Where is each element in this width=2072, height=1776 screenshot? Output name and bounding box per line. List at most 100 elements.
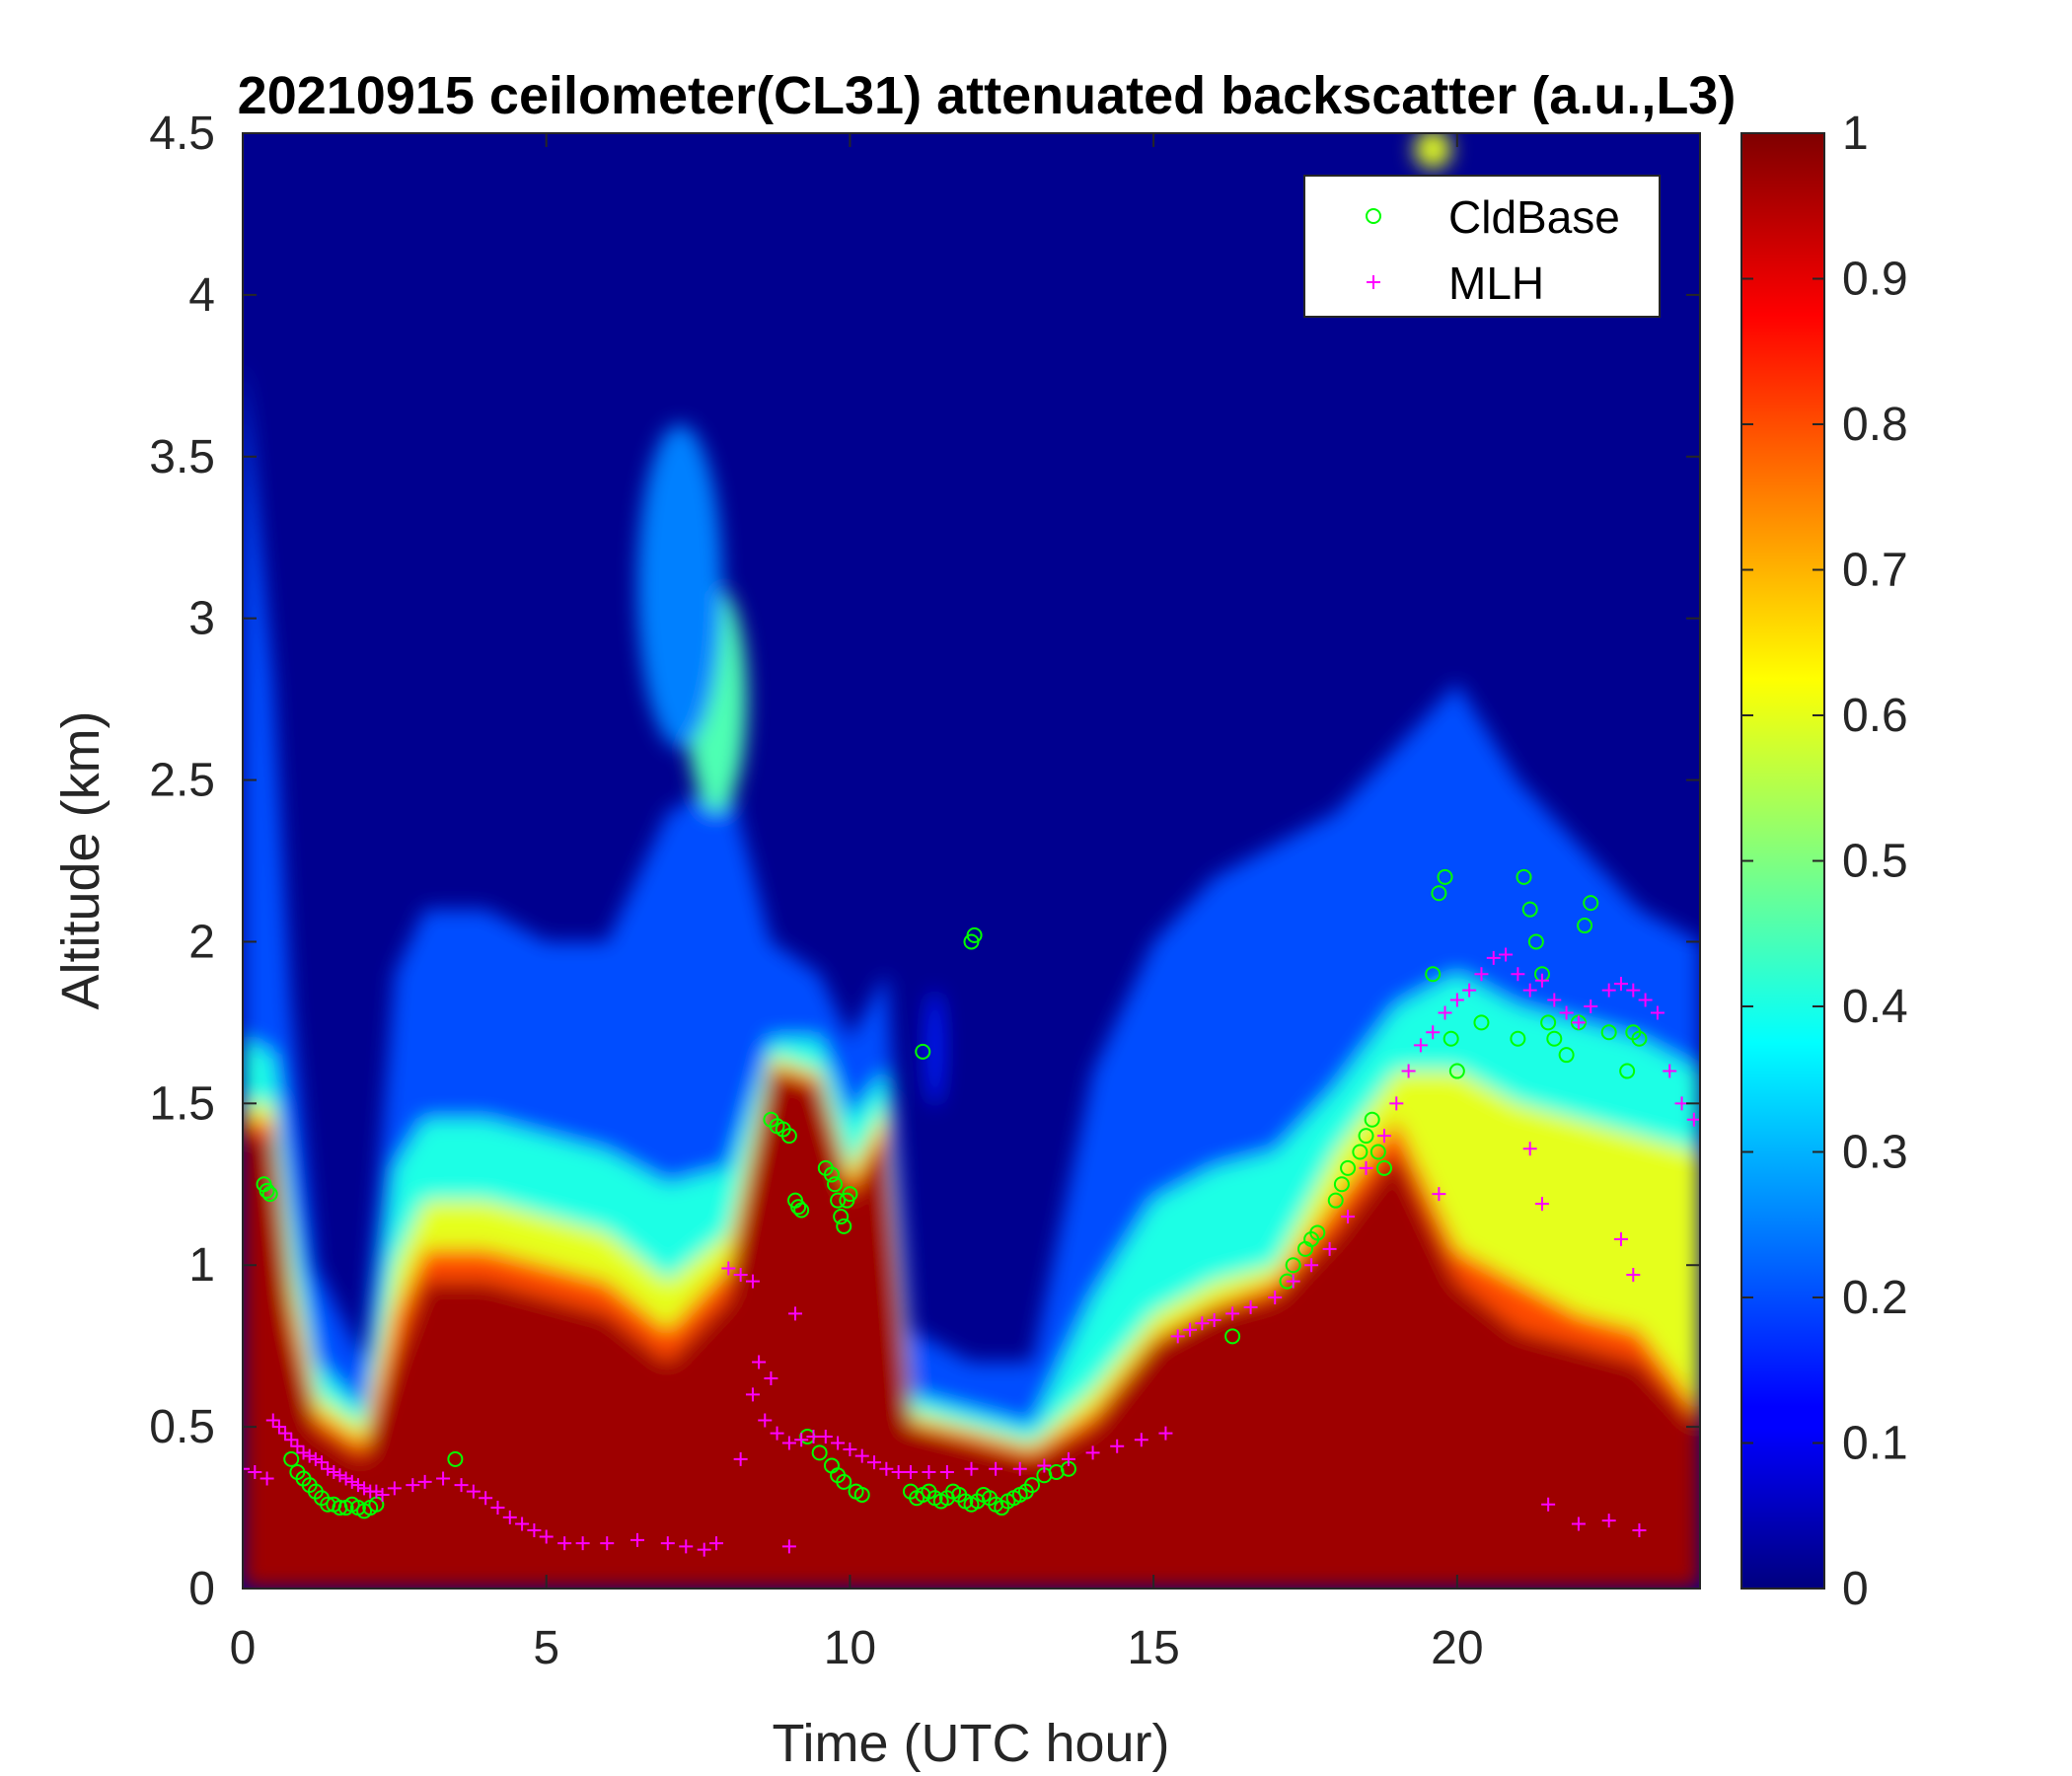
colorbar-tick-label: 1 [1842, 108, 1869, 160]
data-point-mlh [1158, 1426, 1173, 1441]
data-point-mlh [436, 1471, 451, 1486]
data-point-mlh [922, 1465, 936, 1479]
data-point-cldbase [1473, 1014, 1490, 1031]
data-point-cldbase [833, 1209, 850, 1225]
data-point-mlh [1534, 973, 1549, 988]
data-point-cldbase [966, 926, 983, 943]
legend-box [1303, 175, 1661, 318]
data-point-cldbase [1516, 868, 1532, 885]
data-point-mlh [1626, 983, 1641, 998]
data-point-mlh [502, 1510, 517, 1524]
data-point-mlh [1632, 1523, 1647, 1537]
data-point-mlh [1663, 1064, 1677, 1078]
chart-title: 20210915 ceilometer(CL31) attenuated bac… [238, 66, 1737, 125]
data-point-mlh [302, 1448, 317, 1463]
plot-area [242, 132, 1701, 1590]
colorbar-tick-label: 0.2 [1842, 1272, 1908, 1324]
data-point-mlh [539, 1529, 554, 1544]
data-point-cldbase [1558, 1047, 1575, 1064]
heatmap-cloud [925, 990, 944, 1107]
data-point-mlh [758, 1413, 773, 1428]
data-point-mlh [1195, 1316, 1210, 1331]
data-point-mlh [1341, 1210, 1356, 1224]
colorbar-tick-label: 0.4 [1842, 981, 1908, 1033]
data-point-mlh [1650, 1005, 1665, 1020]
data-point-mlh [1286, 1274, 1300, 1289]
data-point-mlh [1614, 977, 1628, 992]
data-point-mlh [733, 1268, 748, 1283]
x-axis-label: Time (UTC hour) [772, 1714, 1169, 1773]
data-point-mlh [1571, 1517, 1586, 1531]
data-point-mlh [296, 1445, 311, 1460]
data-point-mlh [1376, 1129, 1391, 1144]
data-point-cldbase [1352, 1144, 1369, 1160]
data-point-cldbase [793, 1202, 810, 1219]
data-point-mlh [1626, 1268, 1641, 1283]
x-tick-label: 5 [533, 1622, 559, 1674]
legend-label-cldbase: CldBase [1448, 191, 1620, 243]
data-point-mlh [697, 1542, 711, 1557]
data-point-cldbase [780, 1128, 797, 1145]
data-point-mlh [1559, 1005, 1574, 1020]
data-point-mlh [417, 1474, 432, 1489]
data-point-mlh [752, 1355, 767, 1369]
data-point-mlh [1183, 1322, 1198, 1337]
data-point-mlh [1534, 1196, 1549, 1211]
data-point-mlh [308, 1451, 323, 1466]
data-point-cldbase [1510, 1030, 1526, 1047]
x-axis: 0 5 10 15 20 [230, 133, 1484, 1674]
data-point-mlh [479, 1491, 493, 1506]
data-point-mlh [764, 1370, 778, 1385]
data-point-mlh [1268, 1291, 1283, 1304]
data-point-mlh [315, 1455, 330, 1470]
data-point-mlh [806, 1429, 821, 1443]
legend-marker-cldbase [1366, 208, 1381, 224]
data-point-cldbase [842, 1186, 858, 1203]
data-point-cldbase [283, 1450, 300, 1467]
data-point-cldbase [1631, 1030, 1648, 1047]
data-point-mlh [1225, 1306, 1240, 1321]
data-point-mlh [284, 1433, 299, 1447]
data-point-mlh [406, 1478, 420, 1493]
data-point-cldbase [1375, 1159, 1392, 1176]
data-point-mlh [575, 1536, 590, 1551]
data-point-cldbase [915, 1043, 931, 1060]
data-point-mlh [891, 1465, 906, 1479]
data-point-cldbase [1364, 1111, 1380, 1128]
data-point-mlh [831, 1436, 846, 1450]
data-point-mlh [679, 1539, 694, 1554]
data-point-cldbase [836, 1218, 852, 1234]
data-point-mlh [1134, 1433, 1148, 1447]
y-axis-label: Altitude (km) [51, 710, 111, 1009]
data-point-mlh [1012, 1461, 1027, 1476]
data-point-mlh [1401, 1064, 1416, 1078]
data-point-mlh [387, 1481, 402, 1496]
data-point-cldbase [1546, 1030, 1563, 1047]
data-point-mlh [1614, 1232, 1628, 1246]
y-tick-label: 1 [188, 1239, 215, 1292]
data-point-cldbase [827, 1176, 844, 1193]
data-point-mlh [867, 1455, 882, 1470]
colorbar-tick-label: 0.3 [1842, 1127, 1908, 1179]
heatmap-cloud [1414, 133, 1451, 170]
data-point-mlh [1474, 967, 1489, 982]
data-point-mlh [709, 1536, 724, 1551]
data-point-mlh [327, 1465, 341, 1479]
data-point-mlh [1499, 947, 1514, 962]
data-point-mlh [660, 1536, 675, 1551]
data-point-mlh [1601, 983, 1616, 998]
data-point-mlh [557, 1536, 572, 1551]
y-axis: 0 0.5 1 1.5 2 2.5 3 3.5 4 4.5 [149, 108, 1700, 1615]
data-point-mlh [1547, 993, 1562, 1007]
data-point-mlh [1037, 1458, 1052, 1473]
colorbar-tick-label: 0.7 [1842, 545, 1908, 597]
data-point-mlh [344, 1474, 359, 1489]
data-point-mlh [879, 1461, 894, 1476]
data-point-mlh [375, 1487, 390, 1502]
y-tick-label: 0.5 [149, 1401, 215, 1453]
data-point-cldbase [1437, 868, 1453, 885]
colorbar-tick-label: 0 [1842, 1563, 1869, 1615]
data-point-mlh [939, 1465, 954, 1479]
data-point-mlh [1110, 1439, 1125, 1453]
data-point-cldbase [1340, 1159, 1357, 1176]
